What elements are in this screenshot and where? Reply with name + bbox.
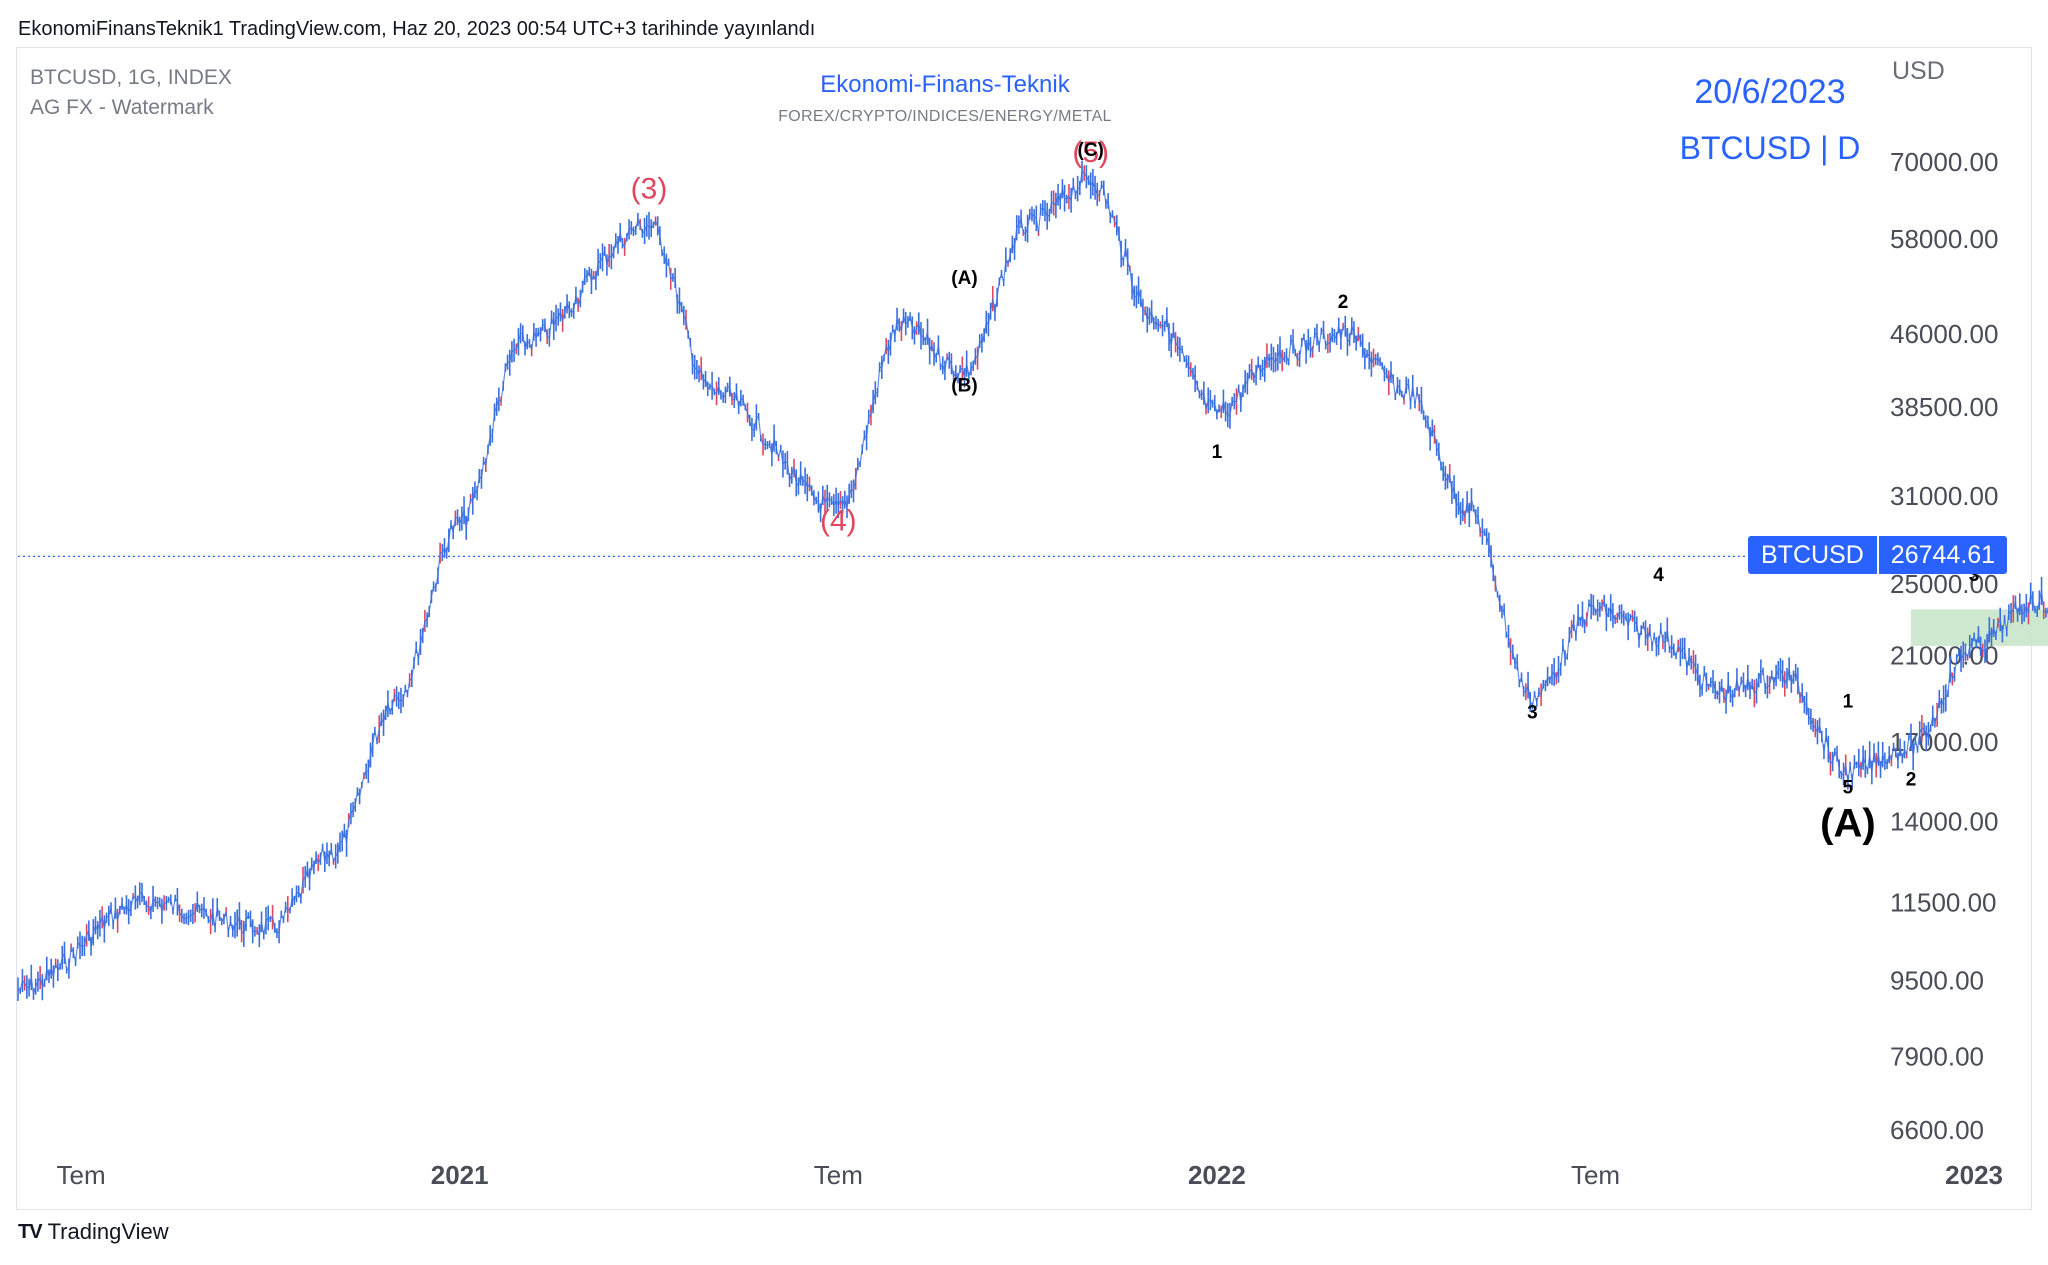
indicator-line[interactable]: AG FX - Watermark: [30, 96, 214, 119]
wave-label: (A): [1820, 802, 1876, 846]
wave-label: 5: [1843, 777, 1854, 798]
tradingview-logo-icon: TV: [18, 1220, 43, 1243]
wave-label: 2: [1338, 292, 1349, 313]
x-tick-label: 2021: [431, 1160, 489, 1190]
y-tick-label: 58000.00: [1890, 224, 1998, 254]
wave-label: 1: [1212, 442, 1223, 463]
price-tag-symbol: BTCUSD: [1748, 536, 1877, 574]
x-tick-label: Tem: [814, 1160, 863, 1190]
y-tick-label: 25000.00: [1890, 569, 1998, 599]
y-tick-label: 7900.00: [1890, 1041, 1984, 1071]
y-tick-label: 11500.00: [1890, 887, 1997, 917]
currency-label: USD: [1892, 57, 1945, 85]
last-price-tag: BTCUSD 26744.61: [1748, 536, 2008, 574]
wave-label: 1: [1843, 691, 1854, 712]
price-tag-value: 26744.61: [1876, 536, 2008, 574]
wave-label: 2: [1906, 769, 1917, 790]
annotation-symbol: BTCUSD | D: [1679, 130, 1861, 166]
wave-label: (B): [951, 375, 977, 396]
watermark-title: Ekonomi-Finans-Teknik: [820, 71, 1070, 98]
footer-brand[interactable]: TV TradingView: [18, 1219, 169, 1245]
y-tick-label: 31000.00: [1890, 481, 1998, 511]
y-tick-label: 9500.00: [1890, 966, 1984, 996]
symbol-info[interactable]: BTCUSD, 1G, INDEX AG FX - Watermark: [30, 63, 232, 123]
symbol-line[interactable]: BTCUSD, 1G, INDEX: [30, 66, 232, 89]
publish-header: EkonomiFinansTeknik1 TradingView.com, Ha…: [18, 18, 816, 40]
wave-label: (4): [820, 504, 857, 537]
price-series-line: [17, 170, 2048, 995]
brand-name: TradingView: [47, 1219, 169, 1244]
x-tick-label: 2023: [1945, 1160, 2003, 1190]
wave-label: 3: [1969, 565, 1980, 586]
watermark-subtitle: FOREX/CRYPTO/INDICES/ENERGY/METAL: [778, 108, 1112, 125]
x-tick-label: Tem: [57, 1160, 106, 1190]
x-tick-label: Tem: [1571, 1160, 1620, 1190]
wave-label: (3): [631, 173, 668, 206]
y-tick-label: 70000.00: [1890, 147, 1998, 177]
wave-label: (5): [1072, 136, 1109, 169]
wave-label: (A): [951, 268, 977, 289]
x-tick-label: 2022: [1188, 1160, 1246, 1190]
y-tick-label: 6600.00: [1890, 1115, 1984, 1145]
y-tick-label: 38500.00: [1890, 392, 1998, 422]
wave-label: 3: [1527, 703, 1538, 724]
annotation-date: 20/6/2023: [1694, 73, 1846, 111]
y-tick-label: 46000.00: [1890, 319, 1998, 349]
wave-label: 4: [1653, 565, 1664, 586]
wave-label: (C): [1078, 140, 1104, 161]
y-tick-label: 14000.00: [1890, 807, 1998, 837]
